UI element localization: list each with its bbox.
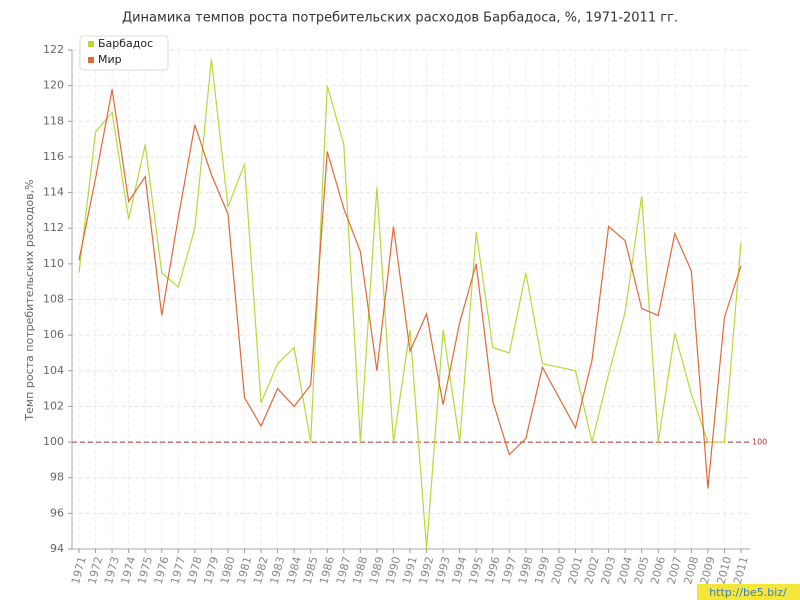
x-tick-label: 2011 <box>731 555 751 585</box>
y-tick-label: 110 <box>43 257 64 270</box>
reference-label: 100 <box>752 438 767 447</box>
y-axis-label: Темп роста потребительских расходов,% <box>23 179 36 421</box>
legend-box <box>79 35 169 71</box>
y-tick-label: 120 <box>43 79 64 92</box>
y-tick-label: 108 <box>43 293 64 306</box>
legend-label: Мир <box>98 53 122 66</box>
series-line <box>78 89 742 489</box>
y-tick-label: 96 <box>50 506 64 519</box>
y-tick-label: 102 <box>43 399 64 412</box>
y-tick-label: 112 <box>43 221 64 234</box>
y-tick-label: 118 <box>43 114 64 127</box>
y-tick-label: 116 <box>43 150 64 163</box>
series-line <box>78 58 742 550</box>
y-tick-label: 104 <box>43 364 64 377</box>
legend-swatch <box>88 41 94 47</box>
y-tick-label: 98 <box>50 471 64 484</box>
legend-label: Барбадос <box>98 37 153 50</box>
watermark: http://be5.biz/ <box>709 586 787 599</box>
y-tick-label: 94 <box>50 542 64 555</box>
y-tick-label: 106 <box>43 328 64 341</box>
y-tick-label: 100 <box>43 435 64 448</box>
legend-swatch <box>88 57 94 63</box>
y-tick-label: 122 <box>43 43 64 56</box>
y-tick-label: 114 <box>43 186 64 199</box>
watermark-bg <box>697 584 800 600</box>
chart-title: Динамика темпов роста потребительских ра… <box>122 11 678 26</box>
